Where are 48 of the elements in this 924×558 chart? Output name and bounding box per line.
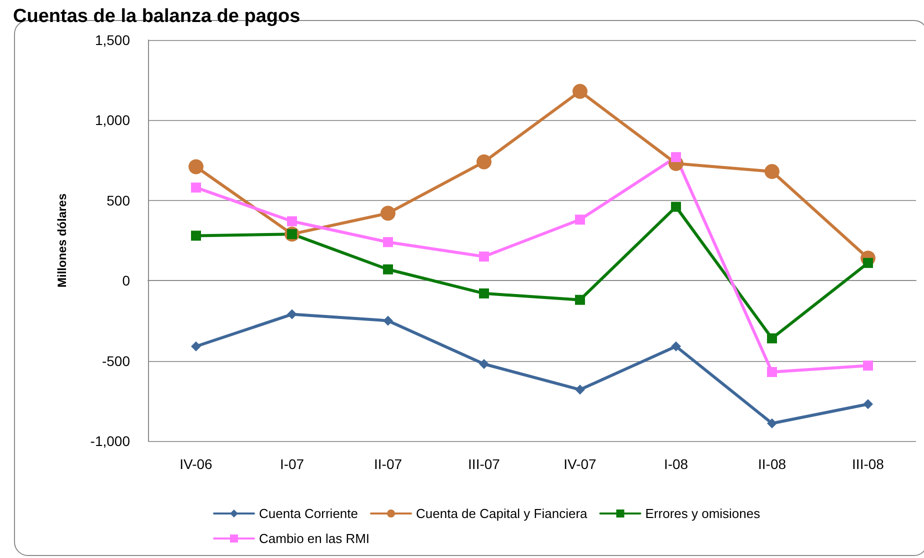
point (191, 230, 201, 241)
y-tick-label: 500 (106, 192, 130, 208)
point (380, 206, 396, 221)
point (575, 384, 585, 395)
point (479, 252, 489, 262)
point (191, 182, 201, 193)
point (479, 288, 489, 298)
point (575, 294, 585, 305)
point (188, 159, 204, 174)
x-tick-label: II-07 (374, 456, 402, 472)
x-tick-label: III-07 (468, 456, 500, 472)
point (863, 399, 873, 410)
legend-label: Cuenta de Capital y Fianciera (416, 506, 588, 521)
x-tick-label: III-08 (852, 456, 884, 472)
y-tick-label: -500 (102, 352, 130, 369)
x-tick-label: II-08 (758, 456, 786, 472)
point (287, 309, 297, 320)
point (767, 418, 777, 428)
point (572, 84, 588, 99)
y-tick-label: -1,000 (90, 433, 130, 449)
legend-label: Cuenta Corriente (259, 506, 358, 521)
chart-title: Cuentas de la balanza de pagos (13, 6, 300, 27)
point (476, 154, 492, 170)
point (767, 367, 777, 378)
point (764, 164, 780, 180)
y-tick-label: 1,500 (94, 32, 130, 48)
y-axis-title: Millones dólares (55, 193, 69, 288)
point (671, 341, 681, 352)
legend-label: Cambio en las RMI (259, 531, 370, 546)
point (383, 264, 393, 274)
x-tick-label: I-07 (280, 456, 304, 472)
point (863, 258, 873, 268)
point (191, 341, 201, 352)
y-tick-label: 1,000 (94, 112, 130, 128)
point (383, 316, 393, 326)
legend-label: Errores y omisiones (645, 506, 761, 521)
point (767, 333, 777, 344)
point (575, 214, 585, 225)
x-tick-label: IV-06 (180, 456, 213, 472)
y-tick-label: 0 (122, 272, 130, 289)
point (383, 237, 393, 248)
point (671, 152, 681, 162)
x-tick-label: I-08 (664, 456, 688, 472)
point (671, 202, 681, 212)
point (479, 359, 489, 370)
point (287, 216, 297, 226)
point (863, 360, 873, 371)
x-tick-label: IV-07 (564, 456, 597, 472)
